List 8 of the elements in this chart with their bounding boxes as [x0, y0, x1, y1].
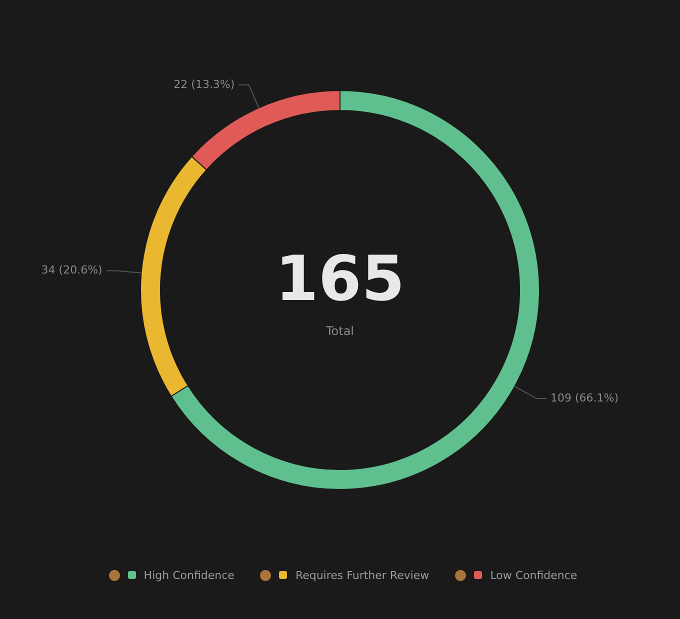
data-label: 22 (13.3%): [174, 78, 235, 91]
data-label: 109 (66.1%): [550, 391, 619, 404]
text: 165: [275, 242, 405, 316]
legend-label: Requires Further Review: [295, 568, 430, 582]
legend-label: High Confidence: [144, 568, 234, 582]
data-label: 34 (20.6%): [41, 264, 102, 277]
legend-label: Low Confidence: [490, 568, 578, 582]
text: Total: [324, 324, 354, 338]
